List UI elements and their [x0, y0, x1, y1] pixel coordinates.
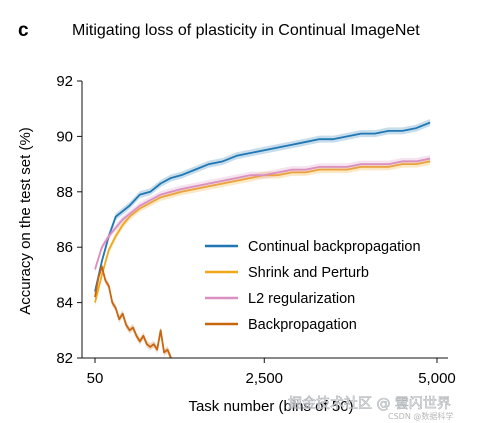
x-tick-label: 50	[87, 370, 104, 387]
series-band-l2-regularization	[95, 155, 431, 273]
chart-title: Mitigating loss of plasticity in Continu…	[72, 22, 420, 39]
series-line-shrink-and-perturb	[94, 160, 431, 303]
y-tick-label: 86	[56, 239, 73, 256]
series-band-shrink-and-perturb	[95, 157, 431, 307]
y-tick-label: 88	[56, 184, 73, 201]
y-ticks: 82 84 86 88 90 92	[56, 73, 82, 367]
series-line-backpropagation	[94, 265, 172, 358]
series-line-l2-regularization	[94, 157, 431, 270]
y-tick-label: 82	[56, 350, 73, 367]
y-tick-label: 90	[56, 128, 73, 145]
watermark-text: 掘金技术社区 @ 雲闪世界	[288, 396, 451, 412]
y-axis: 82 84 86 88 90 92	[56, 73, 83, 367]
x-ticks: 50 2,500 5,000	[87, 358, 456, 387]
legend: Continual backpropagation Shrink and Pert…	[205, 239, 421, 333]
y-tick-label: 84	[56, 295, 73, 312]
watermark: 掘金技术社区 @ 雲闪世界 CSDN @数据科学	[288, 396, 454, 421]
legend-label-l2-regularization: L2 regularization	[248, 291, 355, 307]
legend-label-shrink-and-perturb: Shrink and Perturb	[248, 265, 369, 281]
x-tick-label: 5,000	[418, 370, 456, 387]
x-tick-label: 2,500	[245, 370, 283, 387]
plot-area	[94, 119, 431, 358]
series-band-backpropagation	[95, 263, 171, 358]
x-axis-label: Task number (bins of 50)	[188, 398, 353, 415]
legend-label-continual-backpropagation: Continual backpropagation	[248, 239, 421, 255]
legend-label-backpropagation: Backpropagation	[248, 317, 357, 333]
panel-letter: c	[18, 20, 29, 41]
y-tick-label: 92	[56, 73, 73, 90]
y-axis-label: Accuracy on the test set (%)	[17, 127, 34, 315]
x-axis: 50 2,500 5,000	[82, 357, 456, 387]
series-line-continual-backpropagation	[94, 121, 431, 292]
watermark-subtext: CSDN @数据科学	[388, 411, 453, 421]
